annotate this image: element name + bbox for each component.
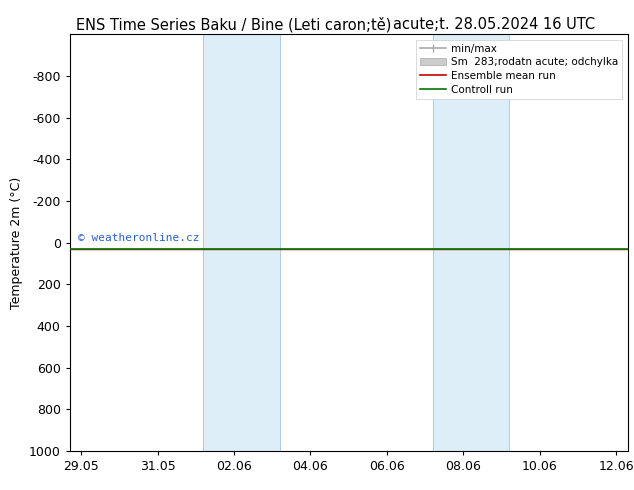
Bar [433, 34, 509, 451]
Text: © weatheronline.cz: © weatheronline.cz [78, 233, 200, 244]
Y-axis label: Temperature 2m (°C): Temperature 2m (°C) [10, 176, 23, 309]
Legend: min/max, Sm  283;rodatn acute; odchylka, Ensemble mean run, Controll run: min/max, Sm 283;rodatn acute; odchylka, … [416, 40, 623, 99]
Text: ENS Time Series Baku / Bine (Leti caron;tě): ENS Time Series Baku / Bine (Leti caron;… [76, 17, 391, 33]
Text: acute;t. 28.05.2024 16 UTC: acute;t. 28.05.2024 16 UTC [393, 17, 595, 32]
Bar [204, 34, 280, 451]
